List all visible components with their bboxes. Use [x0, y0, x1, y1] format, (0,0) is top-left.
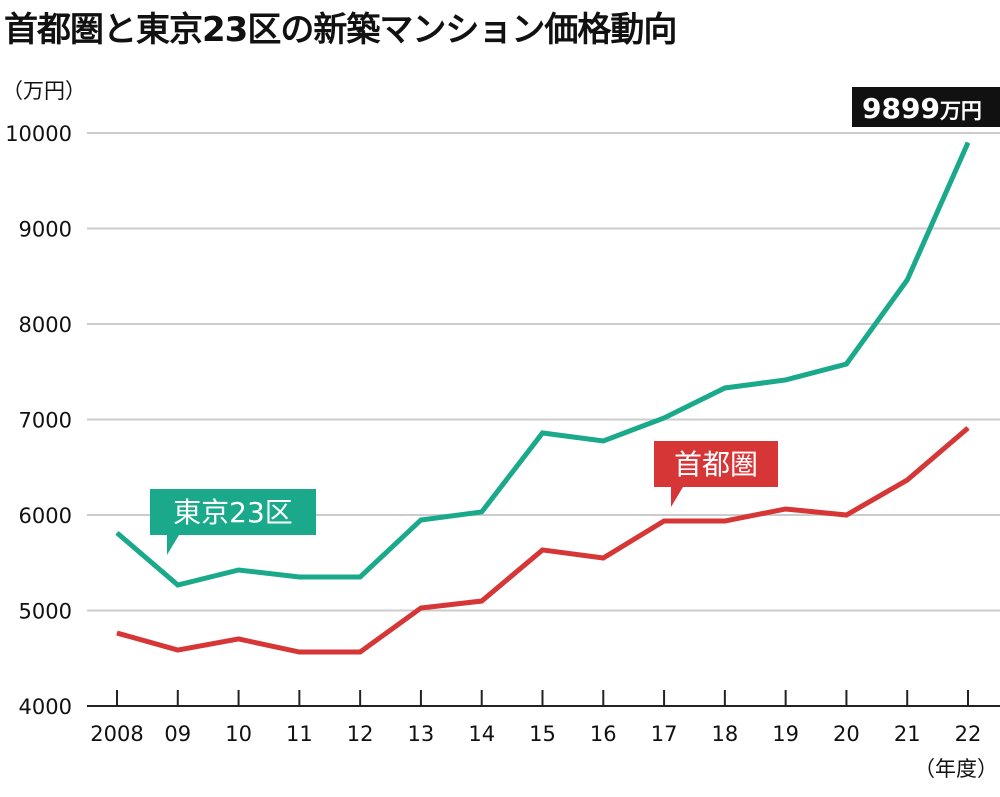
x-tick-label: 2008: [90, 722, 143, 746]
x-tick-label: 17: [651, 722, 678, 746]
series-line-shutoken: [116, 426, 970, 655]
data-point: [359, 651, 361, 653]
data-point: [602, 440, 604, 442]
annotation-unit: 万円: [939, 99, 982, 123]
data-point: [967, 427, 969, 429]
x-tick-label: 14: [468, 722, 495, 746]
x-axis-label: （年度）: [914, 757, 998, 781]
data-point: [724, 520, 726, 522]
x-tick-label: 09: [164, 722, 191, 746]
data-point: [542, 549, 543, 551]
data-point: [906, 479, 908, 481]
data-point: [845, 363, 847, 365]
data-point: [785, 379, 787, 381]
data-point: [298, 651, 300, 653]
data-point: [845, 514, 847, 516]
y-tick-label: 7000: [19, 409, 72, 433]
data-point: [663, 417, 665, 419]
data-point: [967, 142, 969, 144]
y-tick-label: 6000: [19, 504, 72, 528]
x-tick-label: 12: [347, 722, 374, 746]
x-tick-label: 21: [894, 722, 921, 746]
x-tick-label: 15: [529, 722, 556, 746]
y-tick-label: 4000: [19, 695, 72, 719]
annotation-value: 9899: [862, 92, 940, 125]
data-point: [602, 557, 604, 559]
label-tokyo23: 東京23区: [173, 496, 293, 529]
data-point: [238, 569, 240, 571]
data-point: [724, 387, 726, 389]
chart-title: 首都圏と東京23区の新築マンション価格動向: [4, 10, 677, 50]
label-tokyo23-box: [150, 489, 316, 555]
x-tick-label: 13: [408, 722, 435, 746]
data-point: [481, 600, 483, 602]
annotation-box: [852, 87, 1000, 127]
x-tick-label: 10: [225, 722, 252, 746]
data-point: [238, 638, 240, 640]
data-point: [663, 520, 665, 522]
x-tick-label: 18: [711, 722, 738, 746]
data-point: [420, 519, 422, 521]
label-shutoken-box: [654, 441, 778, 507]
annotation-label: 9899万円: [862, 92, 982, 125]
x-tick-label: 11: [286, 722, 313, 746]
y-tick-label: 8000: [19, 313, 72, 337]
y-axis-label: （万円）: [2, 79, 86, 103]
data-point: [116, 532, 118, 534]
label-shutoken: 首都圏: [674, 448, 758, 481]
data-point: [542, 432, 543, 434]
data-point: [785, 508, 787, 510]
y-tick-label: 5000: [19, 600, 72, 624]
data-point: [298, 576, 300, 578]
x-tick-label: 22: [955, 722, 982, 746]
x-tick-label: 19: [772, 722, 799, 746]
y-tick-label: 10000: [5, 122, 72, 146]
data-point: [116, 632, 118, 634]
data-point: [177, 649, 179, 651]
data-point: [177, 584, 179, 586]
x-tick-label: 16: [590, 722, 617, 746]
y-tick-label: 9000: [19, 218, 72, 242]
data-point: [359, 576, 361, 578]
data-point: [420, 607, 422, 609]
x-tick-label: 20: [833, 722, 860, 746]
data-point: [481, 511, 483, 513]
data-point: [906, 279, 908, 281]
